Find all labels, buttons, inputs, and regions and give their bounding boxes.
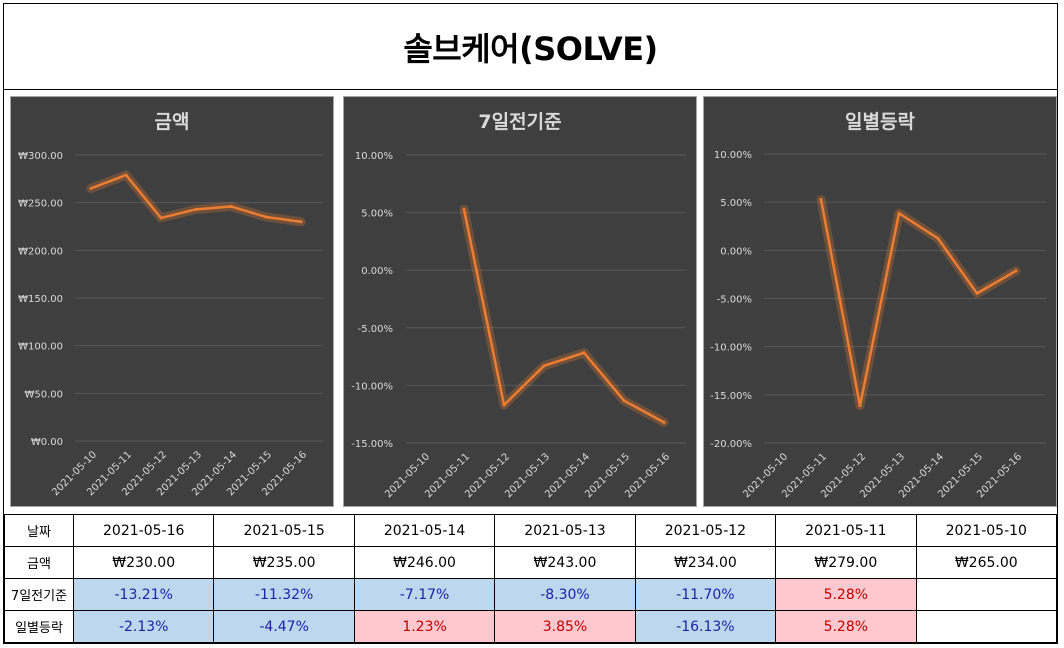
table-cell[interactable]: 2021-05-13 bbox=[494, 514, 636, 547]
y-tick-label: ₩150.00 bbox=[18, 294, 63, 305]
table-cell[interactable]: ₩246.00 bbox=[353, 546, 496, 579]
table-cell[interactable]: 2021-05-10 bbox=[915, 514, 1058, 547]
table-cell[interactable]: ₩279.00 bbox=[775, 546, 917, 579]
table-cell[interactable]: -13.21% bbox=[72, 578, 215, 611]
table-cell[interactable]: -16.13% bbox=[634, 610, 777, 643]
table-cell[interactable]: -7.17% bbox=[353, 578, 496, 611]
y-tick-label: -15.00% bbox=[351, 439, 393, 450]
table-cell[interactable]: -11.32% bbox=[213, 578, 355, 611]
data-point bbox=[159, 216, 163, 220]
data-point bbox=[299, 220, 303, 224]
series-glow bbox=[86, 170, 306, 227]
data-point bbox=[229, 204, 233, 208]
chart-amount[interactable]: 금액 ₩0.00 ₩50.00 ₩100.00 ₩150.00 ₩200.00 ₩250.… bbox=[10, 96, 334, 507]
sheet-frame bbox=[3, 3, 1058, 644]
table-cell[interactable]: ₩265.00 bbox=[915, 546, 1058, 579]
table-cell[interactable]: 5.28% bbox=[775, 578, 917, 611]
table-row: 금액 ₩230.00 ₩235.00 ₩246.00 ₩243.00 ₩234.00 ₩27… bbox=[4, 546, 1058, 579]
table-cell[interactable]: ₩234.00 bbox=[634, 546, 777, 579]
y-tick-label: 0.00% bbox=[361, 266, 393, 277]
y-tick-label: ₩300.00 bbox=[18, 151, 63, 162]
series-glow bbox=[816, 194, 1021, 411]
data-point bbox=[819, 197, 823, 201]
table-row: 일별등락 -2.13% -4.47% 1.23% 3.85% -16.13% 5.28% bbox=[4, 610, 1058, 643]
data-point bbox=[897, 211, 901, 215]
data-point bbox=[89, 186, 93, 190]
chart-title: 일별등락 bbox=[845, 111, 915, 133]
row-label: 날짜 bbox=[4, 514, 74, 547]
chart-svg: ₩0.00 ₩50.00 ₩100.00 ₩150.00 ₩200.00 ₩250.00 ₩… bbox=[18, 151, 323, 498]
table-cell[interactable]: ₩243.00 bbox=[494, 546, 636, 579]
table-cell[interactable]: 2021-05-11 bbox=[775, 514, 917, 547]
table-cell[interactable]: ₩235.00 bbox=[213, 546, 355, 579]
data-point bbox=[264, 215, 268, 219]
table-row: 7일전기준 -13.21% -11.32% -7.17% -8.30% -11.70% 5.… bbox=[4, 578, 1058, 611]
y-tick-label: -10.00% bbox=[710, 343, 752, 354]
y-tick-label: 10.00% bbox=[355, 151, 393, 162]
table-cell[interactable]: ₩230.00 bbox=[72, 546, 215, 579]
table-cell[interactable]: 2021-05-15 bbox=[213, 514, 355, 547]
table-cell[interactable]: -2.13% bbox=[72, 610, 215, 643]
table-cell[interactable]: -4.47% bbox=[213, 610, 355, 643]
table-cell[interactable] bbox=[915, 610, 1058, 643]
data-point bbox=[858, 404, 862, 408]
table-cell[interactable]: 5.28% bbox=[775, 610, 917, 643]
y-tick-label: -5.00% bbox=[717, 295, 752, 306]
y-tick-label: 10.00% bbox=[714, 150, 752, 161]
chart-daily[interactable]: 일별등락 -20.00% -15.00% -10.00% -5.00% 0.00% 5.0… bbox=[703, 96, 1057, 507]
table-row: 날짜 2021-05-16 2021-05-15 2021-05-14 2021-05-… bbox=[4, 514, 1058, 547]
table-cell[interactable]: -8.30% bbox=[494, 578, 636, 611]
y-tick-label: -10.00% bbox=[351, 381, 393, 392]
y-tick-label: ₩200.00 bbox=[18, 246, 63, 257]
y-tick-label: 5.00% bbox=[361, 209, 393, 220]
row-label: 7일전기준 bbox=[4, 578, 74, 611]
data-point bbox=[462, 207, 466, 211]
chart-svg: -15.00%-10.00%-5.00%0.00%5.00%10.00%2021… bbox=[351, 151, 686, 500]
data-point bbox=[936, 236, 940, 240]
table-cell[interactable] bbox=[915, 578, 1058, 611]
data-point bbox=[194, 207, 198, 211]
y-tick-label: ₩50.00 bbox=[24, 389, 63, 400]
y-tick-label: -15.00% bbox=[710, 391, 752, 402]
title-row: 솔브케어(SOLVE) bbox=[4, 4, 1057, 90]
row-label: 금액 bbox=[4, 546, 74, 579]
table-cell[interactable]: -11.70% bbox=[634, 578, 777, 611]
table-cell[interactable]: 2021-05-16 bbox=[72, 514, 215, 547]
table-cell[interactable]: 3.85% bbox=[494, 610, 636, 643]
table-cell[interactable]: 2021-05-14 bbox=[353, 514, 496, 547]
table-cell[interactable]: 2021-05-12 bbox=[634, 514, 777, 547]
data-table: 날짜 2021-05-16 2021-05-15 2021-05-14 2021-05-… bbox=[4, 514, 1058, 643]
y-tick-label: ₩0.00 bbox=[31, 437, 63, 448]
chart-7day[interactable]: 7일전기준 -15.00% -10.00% -5.00% 0.00% 5.00% 10.0… bbox=[343, 96, 697, 507]
series-line bbox=[462, 208, 666, 424]
series-glow bbox=[459, 204, 669, 427]
table-cell[interactable]: 1.23% bbox=[353, 610, 496, 643]
data-point bbox=[662, 420, 666, 424]
y-tick-label: 5.00% bbox=[720, 198, 752, 209]
y-tick-label: -20.00% bbox=[710, 439, 752, 450]
y-tick-label: 0.00% bbox=[720, 246, 752, 257]
data-point bbox=[582, 351, 586, 355]
chart-title: 7일전기준 bbox=[478, 111, 562, 133]
y-tick-label: -5.00% bbox=[358, 324, 393, 335]
y-tick-label: ₩100.00 bbox=[18, 342, 63, 353]
page-title: 솔브케어(SOLVE) bbox=[403, 29, 658, 68]
data-point bbox=[1014, 269, 1018, 273]
chart-title: 금액 bbox=[154, 111, 190, 133]
row-label: 일별등락 bbox=[4, 610, 74, 643]
data-point bbox=[622, 399, 626, 403]
data-point bbox=[542, 364, 546, 368]
data-point bbox=[502, 403, 506, 407]
y-tick-label: ₩250.00 bbox=[18, 199, 63, 210]
series-line bbox=[819, 198, 1018, 407]
data-point bbox=[975, 291, 979, 295]
chart-svg: -20.00% -15.00% -10.00% -5.00% 0.00% 5.00% 10.… bbox=[710, 150, 1046, 500]
data-point bbox=[124, 173, 128, 177]
